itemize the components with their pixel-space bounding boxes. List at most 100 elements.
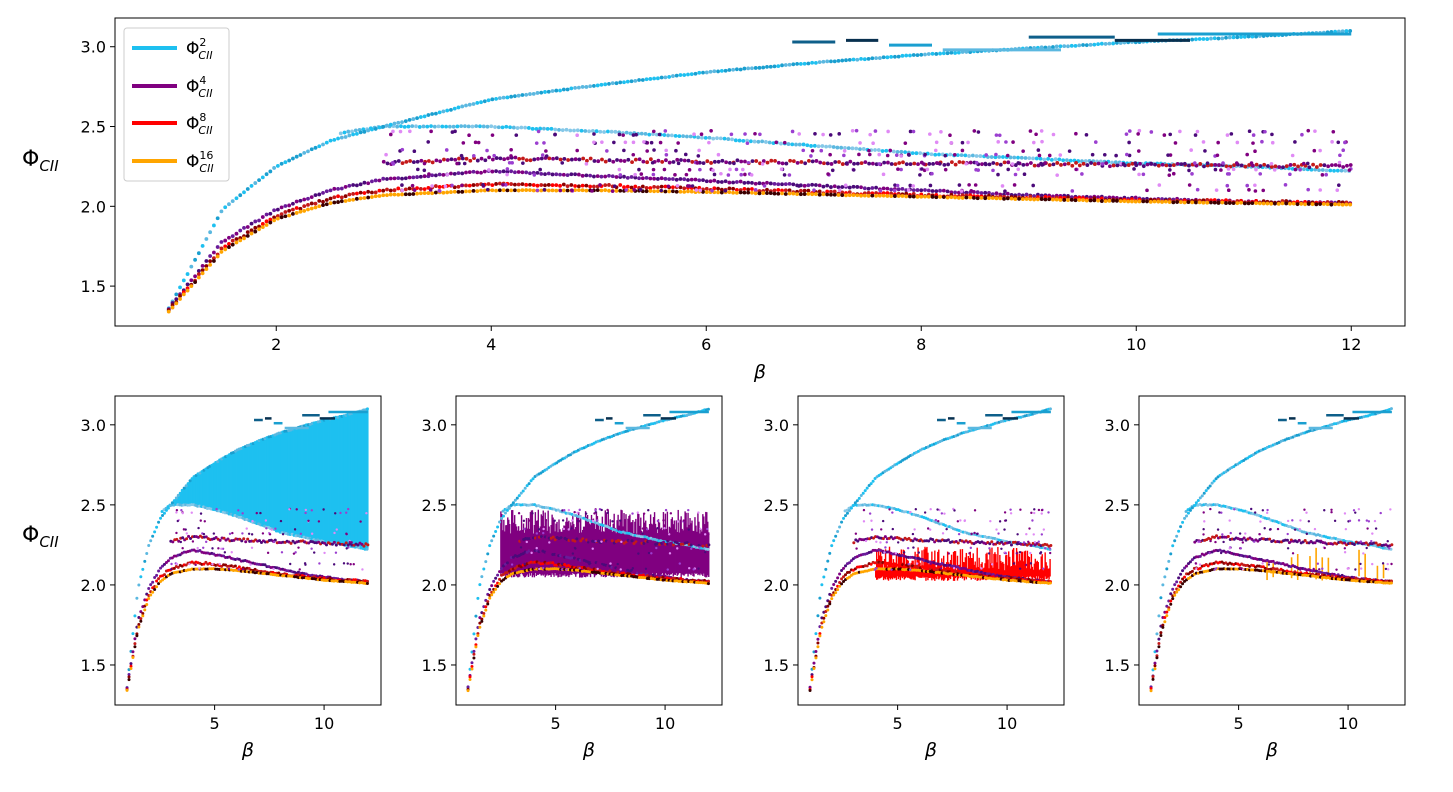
data-point (738, 179, 743, 184)
data-point (1343, 140, 1347, 145)
data-point (408, 159, 412, 163)
data-point (1168, 163, 1173, 168)
data-point (712, 186, 717, 191)
data-point (245, 233, 250, 238)
data-point (948, 152, 953, 157)
data-point (1055, 173, 1059, 177)
data-point (603, 188, 608, 193)
data-point (881, 172, 886, 177)
data-point (490, 188, 495, 193)
data-point (655, 185, 660, 190)
data-point (647, 132, 652, 137)
data-point (449, 171, 453, 176)
data-point (1193, 161, 1197, 165)
data-point (415, 159, 420, 164)
data-point (1053, 157, 1058, 162)
data-point (515, 496, 519, 500)
data-point (798, 62, 803, 66)
data-point (505, 188, 510, 193)
series-phi16 (125, 567, 369, 692)
data-point (324, 198, 329, 202)
data-point (298, 568, 301, 571)
data-point (283, 210, 288, 214)
data-point (449, 190, 453, 194)
data-point (626, 157, 631, 162)
data-point (482, 567, 486, 571)
data-point (716, 69, 720, 74)
data-point (895, 183, 900, 188)
data-point (695, 161, 700, 165)
data-point (1226, 167, 1231, 171)
data-point (177, 539, 181, 543)
data-point (1051, 162, 1056, 167)
data-point (1077, 163, 1082, 168)
data-point (976, 168, 981, 172)
data-point (496, 584, 500, 588)
data-point (573, 188, 577, 193)
data-point (850, 146, 855, 151)
data-point (133, 645, 137, 649)
data-point (1152, 199, 1157, 204)
data-point (1173, 141, 1178, 145)
data-point (661, 575, 665, 579)
x-tick-label: 5 (210, 714, 220, 733)
data-point (1213, 163, 1218, 167)
data-point (878, 189, 883, 193)
data-point (182, 486, 186, 490)
data-point (400, 120, 404, 125)
y-tick-label: 2.0 (81, 576, 106, 595)
data-point (648, 176, 653, 181)
data-point (343, 199, 348, 203)
data-point (912, 161, 917, 166)
data-point (1084, 198, 1089, 203)
data-point (139, 619, 143, 623)
data-point (1338, 153, 1342, 158)
data-point (739, 172, 744, 177)
data-point (450, 183, 454, 188)
data-point (945, 51, 950, 56)
data-point (814, 159, 819, 163)
data-point (447, 124, 452, 129)
data-point (1216, 140, 1220, 145)
data-point (1284, 164, 1289, 168)
data-point (294, 154, 299, 159)
data-point (967, 183, 971, 187)
data-point (539, 188, 544, 193)
data-point (524, 170, 529, 175)
data-point (825, 189, 830, 194)
data-point (662, 519, 665, 522)
data-point (531, 91, 536, 96)
data-point (237, 565, 241, 569)
data-point (687, 528, 690, 531)
data-point (475, 170, 480, 175)
data-point (810, 192, 815, 197)
data-point (309, 201, 314, 206)
data-point (1023, 156, 1028, 160)
x-tick-label: 6 (701, 335, 711, 354)
data-point (184, 484, 188, 488)
data-point (253, 219, 258, 224)
data-point (474, 614, 478, 618)
data-point (197, 526, 200, 530)
data-point (528, 158, 533, 163)
data-point (1215, 153, 1220, 158)
data-point (472, 632, 476, 636)
data-point (176, 565, 180, 569)
data-point (275, 207, 280, 212)
data-point (410, 183, 415, 188)
data-point (561, 519, 565, 522)
data-point (655, 546, 658, 550)
data-point (577, 157, 582, 162)
data-point (663, 527, 666, 530)
data-point (411, 192, 416, 196)
data-point (395, 124, 400, 129)
data-point (611, 159, 616, 164)
data-point (427, 159, 431, 163)
data-point (622, 159, 627, 163)
data-point (161, 564, 165, 568)
data-point (662, 540, 666, 544)
data-point (1301, 161, 1306, 166)
data-point (561, 188, 566, 193)
data-point (667, 177, 672, 182)
data-point (931, 161, 935, 166)
